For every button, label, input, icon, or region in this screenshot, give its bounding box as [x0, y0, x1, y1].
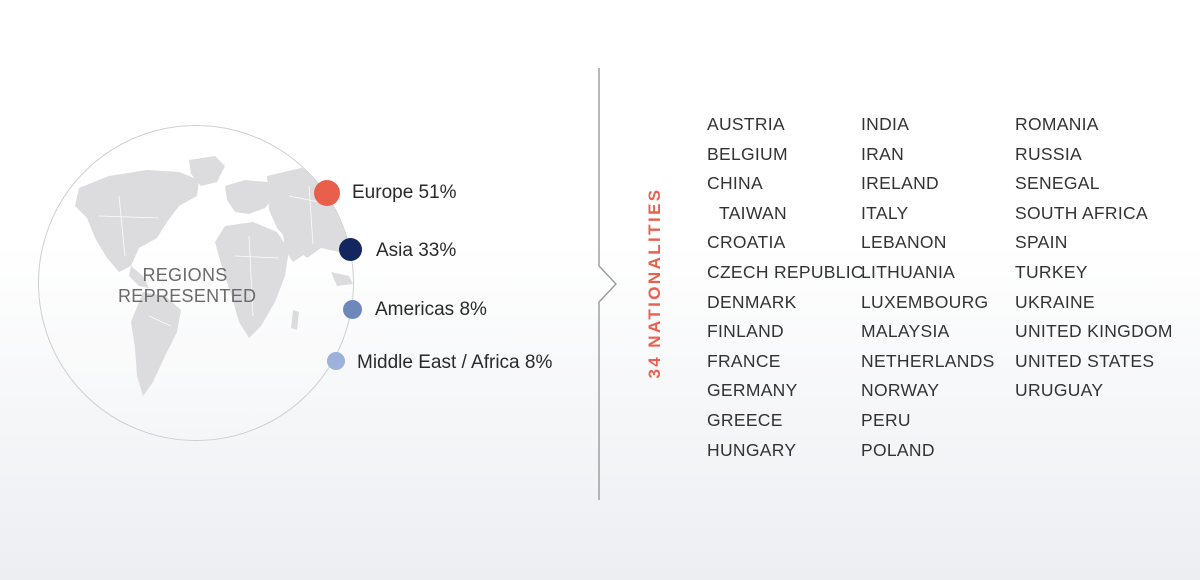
country-item: TURKEY: [1015, 261, 1088, 282]
nationalities-title: 34 NATIONALITIES: [645, 187, 664, 379]
country-item: POLAND: [861, 439, 935, 460]
country-item: IRAN: [861, 143, 905, 164]
country-item: PERU: [861, 409, 911, 430]
asia-label: Asia 33%: [376, 240, 457, 261]
country-item: TAIWAN: [719, 202, 787, 223]
country-item: CZECH REPUBLIC: [707, 261, 864, 282]
middle-east-africa-dot: [327, 352, 345, 370]
country-item: INDIA: [861, 114, 910, 134]
country-item: ROMANIA: [1015, 114, 1099, 134]
country-item: NORWAY: [861, 380, 940, 401]
country-column-2: INDIA IRAN IRELAND ITALY LEBANON LITHUANIA LUX…: [861, 110, 995, 465]
country-column-1: AUSTRIA BELGIUM CHINA TAIWAN CROATIA CZECH RE…: [707, 110, 864, 465]
country-item: MALAYSIA: [861, 321, 950, 342]
asia-dot: [339, 238, 362, 261]
middle-east-africa-label: Middle East / Africa 8%: [357, 352, 553, 373]
country-item: LITHUANIA: [861, 261, 956, 282]
country-item: CROATIA: [707, 232, 786, 253]
country-item: FINLAND: [707, 321, 784, 342]
country-item: HUNGARY: [707, 439, 797, 460]
country-item: ITALY: [861, 202, 909, 223]
country-item: LUXEMBOURG: [861, 291, 989, 312]
country-item: CHINA: [707, 173, 763, 194]
country-item: FRANCE: [707, 350, 781, 371]
country-item: SOUTH AFRICA: [1015, 202, 1148, 223]
europe-label: Europe 51%: [352, 182, 457, 203]
americas-dot: [343, 300, 362, 319]
country-item: GERMANY: [707, 380, 798, 401]
country-item: RUSSIA: [1015, 143, 1082, 164]
regions-label-line2: REPRESENTED: [118, 286, 257, 306]
country-item: UKRAINE: [1015, 291, 1095, 312]
country-item: IRELAND: [861, 173, 939, 194]
regions-represented-label: REGIONS REPRESENTED: [118, 265, 257, 307]
country-item: LEBANON: [861, 232, 947, 253]
country-item: URUGUAY: [1015, 380, 1104, 401]
country-item: GREECE: [707, 409, 783, 430]
country-item: BELGIUM: [707, 143, 788, 164]
europe-dot: [314, 180, 340, 206]
country-item: DENMARK: [707, 291, 797, 312]
country-item: AUSTRIA: [707, 114, 785, 134]
americas-label: Americas 8%: [375, 299, 487, 320]
regions-label-line1: REGIONS: [142, 265, 228, 285]
country-item: SENEGAL: [1015, 173, 1100, 194]
country-column-3: ROMANIA RUSSIA SENEGAL SOUTH AFRICA SPAIN TUR…: [1015, 110, 1173, 406]
country-item: UNITED KINGDOM: [1015, 321, 1173, 342]
section-divider: [598, 68, 617, 500]
country-item: SPAIN: [1015, 232, 1068, 253]
country-item: UNITED STATES: [1015, 350, 1155, 371]
country-item: NETHERLANDS: [861, 350, 995, 371]
